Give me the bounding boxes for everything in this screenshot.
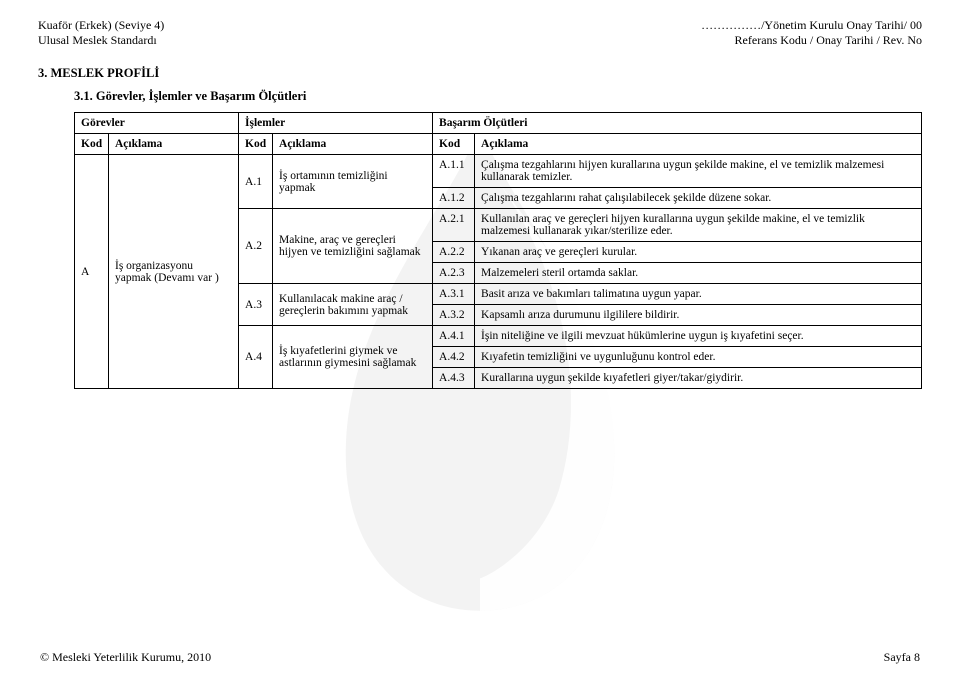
islem-aciklama: Kullanılacak makine araç / gereçlerin ba… [273, 284, 433, 326]
islem-kod: A.1 [239, 155, 273, 209]
islem-aciklama: İş ortamının temizliğini yapmak [273, 155, 433, 209]
olcut-kod: A.1.2 [433, 188, 475, 209]
olcut-aciklama: Çalışma tezgahlarını hijyen kurallarına … [475, 155, 922, 188]
gorev-kod: A [75, 155, 109, 389]
islem-kod: A.4 [239, 326, 273, 389]
col-aciklama-2: Açıklama [273, 134, 433, 155]
col-kod-2: Kod [239, 134, 273, 155]
header-left: Kuaför (Erkek) (Seviye 4) Ulusal Meslek … [38, 18, 164, 48]
standards-table: Görevler İşlemler Başarım Ölçütleri Kod … [74, 112, 922, 389]
group-header-basarim: Başarım Ölçütleri [433, 113, 922, 134]
table-group-header-row: Görevler İşlemler Başarım Ölçütleri [75, 113, 922, 134]
header-right: ……………/Yönetim Kurulu Onay Tarihi/ 00 Ref… [701, 18, 922, 48]
olcut-kod: A.4.3 [433, 368, 475, 389]
olcut-aciklama: Kıyafetin temizliğini ve uygunluğunu kon… [475, 347, 922, 368]
olcut-kod: A.3.2 [433, 305, 475, 326]
islem-kod: A.3 [239, 284, 273, 326]
section-sub: 3.1. Görevler, İşlemler ve Başarım Ölçüt… [74, 89, 922, 104]
col-kod-1: Kod [75, 134, 109, 155]
header-right-line2: Referans Kodu / Onay Tarihi / Rev. No [701, 33, 922, 48]
gorev-aciklama: İş organizasyonu yapmak (Devamı var ) [109, 155, 239, 389]
olcut-kod: A.3.1 [433, 284, 475, 305]
group-header-gorevler: Görevler [75, 113, 239, 134]
olcut-aciklama: Kapsamlı arıza durumunu ilgililere bildi… [475, 305, 922, 326]
olcut-aciklama: Kullanılan araç ve gereçleri hijyen kura… [475, 209, 922, 242]
col-aciklama-3: Açıklama [475, 134, 922, 155]
group-header-islemler: İşlemler [239, 113, 433, 134]
col-kod-3: Kod [433, 134, 475, 155]
header-left-line1: Kuaför (Erkek) (Seviye 4) [38, 18, 164, 33]
footer-left: Mesleki Yeterlilik Kurumu, 2010 [40, 650, 211, 665]
table-row: A İş organizasyonu yapmak (Devamı var ) … [75, 155, 922, 188]
header-left-line2: Ulusal Meslek Standardı [38, 33, 164, 48]
olcut-aciklama: Çalışma tezgahlarını rahat çalışılabilec… [475, 188, 922, 209]
islem-aciklama: Makine, araç ve gereçleri hijyen ve temi… [273, 209, 433, 284]
olcut-kod: A.2.1 [433, 209, 475, 242]
islem-aciklama: İş kıyafetlerini giymek ve astlarının gi… [273, 326, 433, 389]
olcut-kod: A.2.3 [433, 263, 475, 284]
table-col-header-row: Kod Açıklama Kod Açıklama Kod Açıklama [75, 134, 922, 155]
col-aciklama-1: Açıklama [109, 134, 239, 155]
olcut-aciklama: Yıkanan araç ve gereçleri kurular. [475, 242, 922, 263]
olcut-aciklama: İşin niteliğine ve ilgili mevzuat hüküml… [475, 326, 922, 347]
footer-right: Sayfa 8 [884, 650, 920, 665]
olcut-aciklama: Basit arıza ve bakımları talimatına uygu… [475, 284, 922, 305]
olcut-kod: A.2.2 [433, 242, 475, 263]
olcut-kod: A.4.2 [433, 347, 475, 368]
header-right-line1: ……………/Yönetim Kurulu Onay Tarihi/ 00 [701, 18, 922, 33]
islem-kod: A.2 [239, 209, 273, 284]
olcut-aciklama: Malzemeleri steril ortamda saklar. [475, 263, 922, 284]
section-title: 3. MESLEK PROFİLİ [38, 66, 922, 81]
page-footer: Mesleki Yeterlilik Kurumu, 2010 Sayfa 8 [40, 650, 920, 665]
olcut-aciklama: Kurallarına uygun şekilde kıyafetleri gi… [475, 368, 922, 389]
olcut-kod: A.1.1 [433, 155, 475, 188]
page-header: Kuaför (Erkek) (Seviye 4) Ulusal Meslek … [38, 18, 922, 48]
olcut-kod: A.4.1 [433, 326, 475, 347]
